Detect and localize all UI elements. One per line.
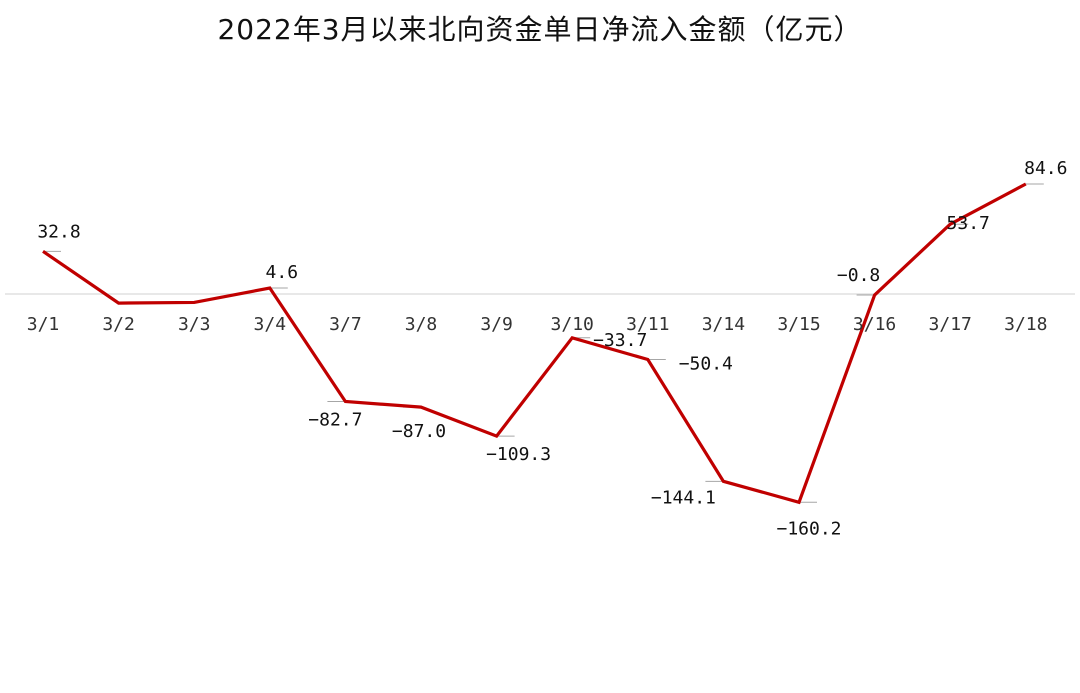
x-tick-label: 3/4 <box>254 314 287 335</box>
series-line <box>42 182 1027 505</box>
data-label: −160.2 <box>776 518 841 539</box>
x-tick-label: 3/11 <box>626 314 669 335</box>
x-tick-label: 3/8 <box>405 314 438 335</box>
data-label: −87.0 <box>392 421 446 442</box>
data-label: 84.6 <box>1024 158 1067 179</box>
data-label: −109.3 <box>486 444 551 465</box>
data-label-layer: 32.8 4.6 −82.7 −87.0 −109.3 −33.7 −50.4 −144.1 −… <box>37 158 1067 539</box>
x-tick-label: 3/17 <box>929 314 972 335</box>
x-tick-label: 3/16 <box>853 314 896 335</box>
x-tick-label: 3/18 <box>1004 314 1047 335</box>
x-tick-label: 3/10 <box>551 314 594 335</box>
tick-label-layer: 3/1 3/2 3/3 3/4 3/7 3/8 3/9 3/10 3/11 3/14 3/15 3/1… <box>27 314 1048 335</box>
data-label: −144.1 <box>651 487 716 508</box>
data-label: −33.7 <box>593 330 647 351</box>
data-label: 32.8 <box>37 221 80 242</box>
x-tick-label: 3/3 <box>178 314 211 335</box>
data-label: 53.7 <box>947 213 990 234</box>
data-label: −50.4 <box>679 354 733 375</box>
data-label: −0.8 <box>837 265 880 286</box>
x-tick-label: 3/9 <box>480 314 513 335</box>
data-label: 4.6 <box>266 262 299 283</box>
leader-layer <box>43 183 1044 503</box>
x-tick-label: 3/7 <box>329 314 362 335</box>
series-layer <box>42 182 1027 505</box>
x-tick-label: 3/1 <box>27 314 60 335</box>
x-tick-label: 3/2 <box>102 314 135 335</box>
data-label: −82.7 <box>308 410 362 431</box>
chart-title: 2022年3月以来北向资金单日净流入金额（亿元） <box>217 13 863 46</box>
x-tick-label: 3/15 <box>777 314 820 335</box>
x-tick-label: 3/14 <box>702 314 745 335</box>
